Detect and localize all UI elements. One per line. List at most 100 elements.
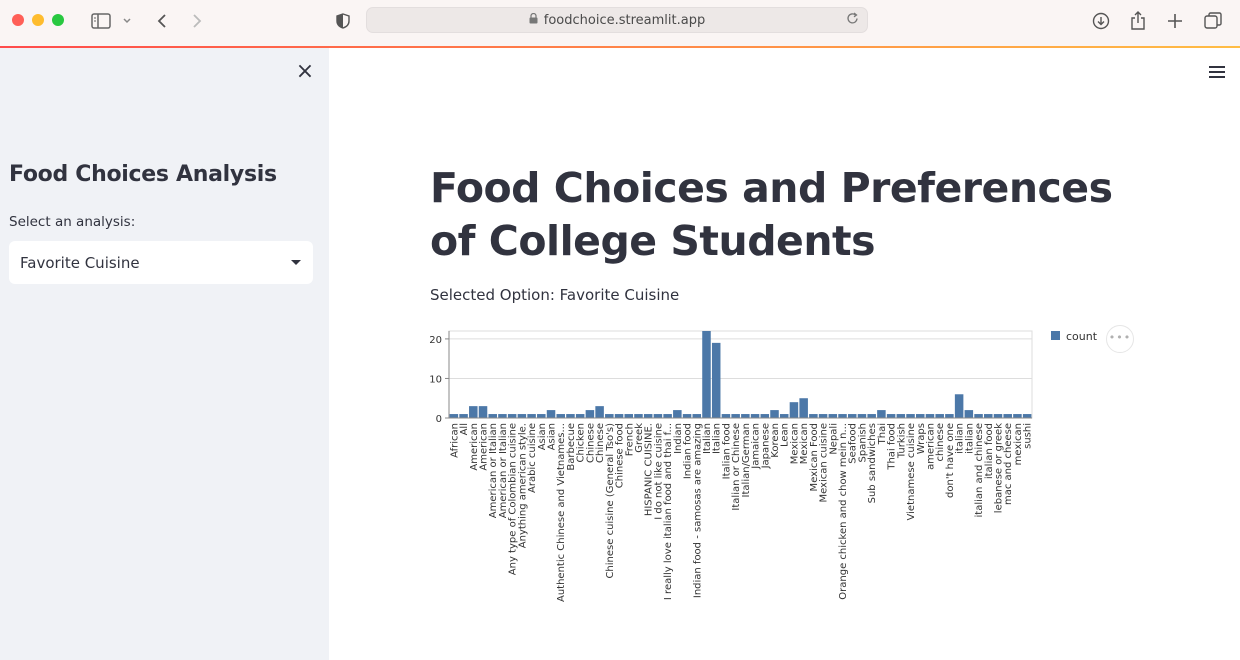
bar (770, 410, 779, 418)
x-tick-label: Orange chicken and chow mein n... (838, 423, 849, 600)
privacy-shield-icon[interactable] (333, 10, 353, 32)
x-tick-label: American (469, 423, 480, 471)
hamburger-icon (1209, 66, 1225, 68)
sidebar-toggle-icon[interactable] (90, 10, 112, 32)
bar (614, 414, 624, 418)
bar (896, 414, 906, 418)
x-tick-label: Chinese cuisine (General Tso's) (605, 423, 616, 579)
x-tick-label: Italian food (721, 423, 732, 479)
bar (731, 414, 740, 418)
x-tick-label: Indian food - samosas are amazing (692, 423, 703, 598)
bar (877, 410, 886, 418)
x-tick-label: Korean (770, 423, 781, 458)
page-title: Food Choices and Preferences of College … (430, 164, 1113, 265)
x-tick-label: Greek (634, 423, 645, 453)
bar (488, 414, 497, 418)
x-tick-label: Anything american style. (517, 423, 528, 548)
x-tick-label: I do not like cuisine (653, 423, 664, 520)
bar (1022, 414, 1032, 418)
share-icon[interactable] (1128, 10, 1148, 32)
lock-icon (529, 12, 538, 27)
hamburger-icon-line (1209, 71, 1225, 73)
bar (954, 394, 964, 418)
tab-overview-icon[interactable] (1202, 10, 1224, 32)
bar (984, 414, 993, 418)
bar (779, 414, 789, 418)
forward-icon[interactable] (187, 10, 207, 32)
bar (585, 410, 595, 418)
x-tick-label: italian (955, 423, 966, 454)
minimize-window-button[interactable] (32, 14, 44, 26)
selected-option-text: Selected Option: Favorite Cuisine (430, 286, 680, 304)
x-tick-label: Japanese (760, 423, 771, 469)
bar (575, 414, 585, 418)
close-sidebar-button[interactable]: × (294, 61, 316, 83)
bar (721, 414, 731, 418)
bar (643, 414, 653, 418)
analysis-select[interactable]: Favorite Cuisine (9, 241, 313, 284)
bar (993, 414, 1003, 418)
bar (789, 402, 799, 418)
x-tick-label: italian food (984, 423, 995, 479)
bar (1013, 414, 1022, 418)
x-tick-label: Authentic Chinese and Vietnames... (556, 423, 567, 602)
y-tick-label: 0 (436, 414, 442, 425)
bar (459, 414, 468, 418)
bar (847, 414, 857, 418)
reload-icon[interactable] (846, 12, 859, 29)
x-tick-label: sushi (1023, 423, 1034, 449)
chart-more-button[interactable]: ••• (1106, 325, 1134, 353)
bar (682, 414, 692, 418)
bar (449, 414, 459, 418)
bar (624, 414, 634, 418)
bar (799, 398, 808, 418)
x-tick-label: Italian (712, 423, 723, 454)
bar (546, 410, 556, 418)
sidebar-title: Food Choices Analysis (9, 162, 277, 187)
bar (974, 414, 983, 418)
x-tick-label: Mexican Food (809, 423, 820, 491)
x-tick-label: Mexican (799, 423, 810, 464)
bar (886, 414, 896, 418)
x-tick-label: American or Italian (488, 423, 499, 518)
main-menu-button[interactable] (1209, 66, 1225, 78)
bar (517, 414, 527, 418)
x-tick-label: Mexican (789, 423, 800, 464)
x-tick-label: Indian food (683, 423, 694, 479)
x-tick-label: Arabic cuisine (527, 423, 538, 493)
x-tick-label: Chinese (595, 423, 606, 463)
bar (741, 414, 750, 418)
y-tick-label: 10 (429, 374, 442, 385)
new-tab-icon[interactable] (1165, 10, 1185, 32)
bar (867, 414, 876, 418)
chevron-down-icon[interactable] (120, 10, 134, 32)
bar (673, 410, 682, 418)
back-icon[interactable] (152, 10, 172, 32)
bar (925, 414, 935, 418)
x-tick-label: Thai food (887, 423, 898, 471)
header-accent-line (0, 46, 1240, 48)
bar (1003, 414, 1012, 418)
maximize-window-button[interactable] (52, 14, 64, 26)
x-tick-label: Chicken (576, 423, 587, 463)
bar (916, 414, 925, 418)
address-bar[interactable]: foodchoice.streamlit.app (366, 7, 868, 33)
bar (498, 414, 507, 418)
x-tick-label: Wraps (916, 423, 927, 454)
x-tick-label: Thai (877, 423, 888, 445)
download-icon[interactable] (1090, 10, 1112, 32)
x-tick-label: Jamaican (751, 423, 762, 470)
close-window-button[interactable] (12, 14, 24, 26)
x-tick-label: italian (964, 423, 975, 454)
x-tick-label: Italian/German (741, 423, 752, 497)
bar (857, 414, 867, 418)
x-tick-label: Chinese food (615, 423, 626, 488)
bar (838, 414, 847, 418)
bar (527, 414, 536, 418)
x-tick-label: Nepali (828, 423, 839, 455)
x-tick-label: Lean (780, 423, 791, 447)
bar (809, 414, 818, 418)
x-tick-label: Turkish (896, 423, 907, 459)
x-tick-label: american (925, 423, 936, 470)
